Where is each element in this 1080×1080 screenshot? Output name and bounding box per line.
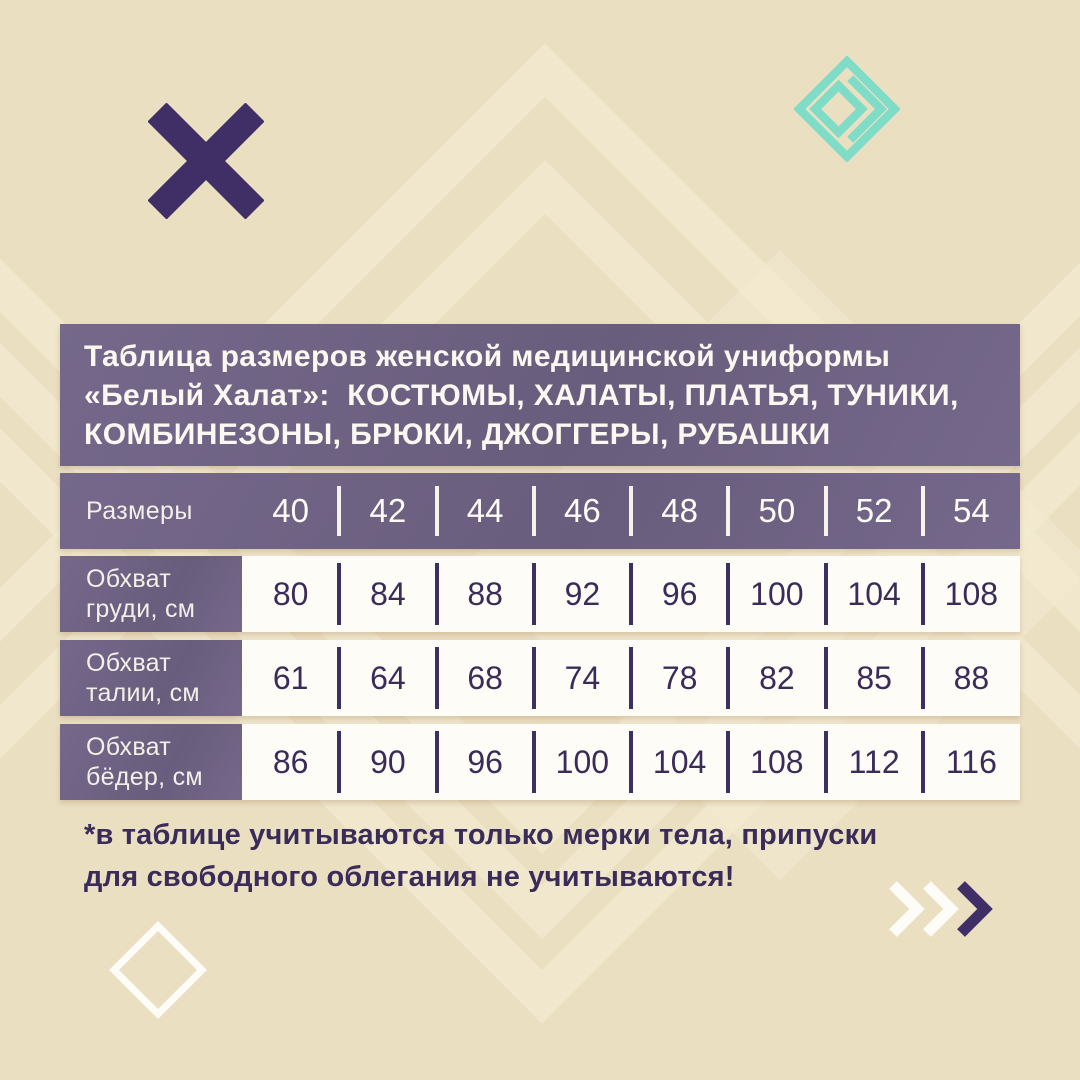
- table-cell: 108: [726, 724, 825, 800]
- table-cell: 68: [434, 640, 534, 716]
- row-label-line: бёдер, см: [86, 763, 203, 791]
- row-label-line: Обхват: [86, 565, 172, 593]
- sizes-label-cell: Размеры: [60, 473, 242, 549]
- size-cell: 40: [272, 492, 309, 529]
- size-cell: 42: [337, 473, 436, 549]
- row-values-waist: 61 64 68 74 78 82 85 88: [242, 640, 1020, 716]
- size-cell: 52: [823, 473, 923, 549]
- table-cell: 78: [628, 640, 728, 716]
- table-cell: 96: [628, 556, 728, 632]
- title-line-1: Таблица размеров женской медицинской уни…: [84, 340, 891, 373]
- sizes-label: Размеры: [86, 496, 193, 525]
- row-values-hips: 86 90 96 100 104 108 112 116: [242, 724, 1020, 800]
- footnote: *в таблице учитываются только мерки тела…: [84, 814, 877, 898]
- x-cross-icon: [148, 103, 264, 219]
- table-cell: 100: [726, 556, 825, 632]
- row-values-chest: 80 84 88 92 96 100 104 108: [242, 556, 1020, 632]
- table-cell: 88: [434, 556, 534, 632]
- row-label-line: Обхват: [86, 649, 172, 677]
- table-cell: 64: [337, 640, 436, 716]
- size-header-row: Размеры 40 42 44 46 48 50 52 54: [60, 473, 1020, 549]
- table-cell: 116: [920, 724, 1020, 800]
- size-cell: 46: [531, 473, 631, 549]
- table-cell: 74: [531, 640, 631, 716]
- table-cell: 86: [272, 743, 309, 780]
- table-cell: 88: [920, 640, 1020, 716]
- table-cell: 104: [628, 724, 728, 800]
- table-cell: 61: [272, 659, 309, 696]
- size-cell: 50: [726, 473, 825, 549]
- table-cell: 92: [531, 556, 631, 632]
- table-cell: 112: [823, 724, 923, 800]
- size-cell: 48: [628, 473, 728, 549]
- row-label-chest: Обхват груди, см: [60, 556, 242, 632]
- size-cell: 54: [920, 473, 1020, 549]
- size-cell: 44: [434, 473, 534, 549]
- row-label-waist: Обхват талии, см: [60, 640, 242, 716]
- table-cell: 84: [337, 556, 436, 632]
- title-line-3: КОМБИНЕЗОНЫ, БРЮКИ, ДЖОГГЕРЫ, РУБАШКИ: [84, 418, 831, 451]
- table-row-hips: Обхват бёдер, см 86 90 96 100 104 108 11…: [60, 724, 1020, 800]
- row-label-hips: Обхват бёдер, см: [60, 724, 242, 800]
- triple-chevron-right-icon: [889, 881, 993, 937]
- table-cell: 104: [823, 556, 923, 632]
- title-banner: Таблица размеров женской медицинской уни…: [60, 324, 1020, 466]
- table-cell: 108: [920, 556, 1020, 632]
- footnote-line-1: *в таблице учитываются только мерки тела…: [84, 819, 878, 851]
- title-line-2: «Белый Халат»: КОСТЮМЫ, ХАЛАТЫ, ПЛАТЬЯ, …: [84, 379, 959, 412]
- row-label-line: груди, см: [86, 595, 196, 623]
- diamond-outline-icon: [109, 921, 207, 1019]
- table-cell: 96: [434, 724, 534, 800]
- table-row-waist: Обхват талии, см 61 64 68 74 78 82 85 88: [60, 640, 1020, 716]
- table-cell: 80: [272, 575, 309, 612]
- table-cell: 100: [531, 724, 631, 800]
- row-label-line: Обхват: [86, 733, 172, 761]
- table-row-chest: Обхват груди, см 80 84 88 92 96 100 104 …: [60, 556, 1020, 632]
- diamond-chevron-logo-icon: [794, 56, 900, 162]
- table-cell: 82: [726, 640, 825, 716]
- table-cell: 90: [337, 724, 436, 800]
- footnote-line-2: для свободного облегания не учитываются!: [84, 861, 735, 893]
- table-cell: 85: [823, 640, 923, 716]
- row-label-line: талии, см: [86, 679, 200, 707]
